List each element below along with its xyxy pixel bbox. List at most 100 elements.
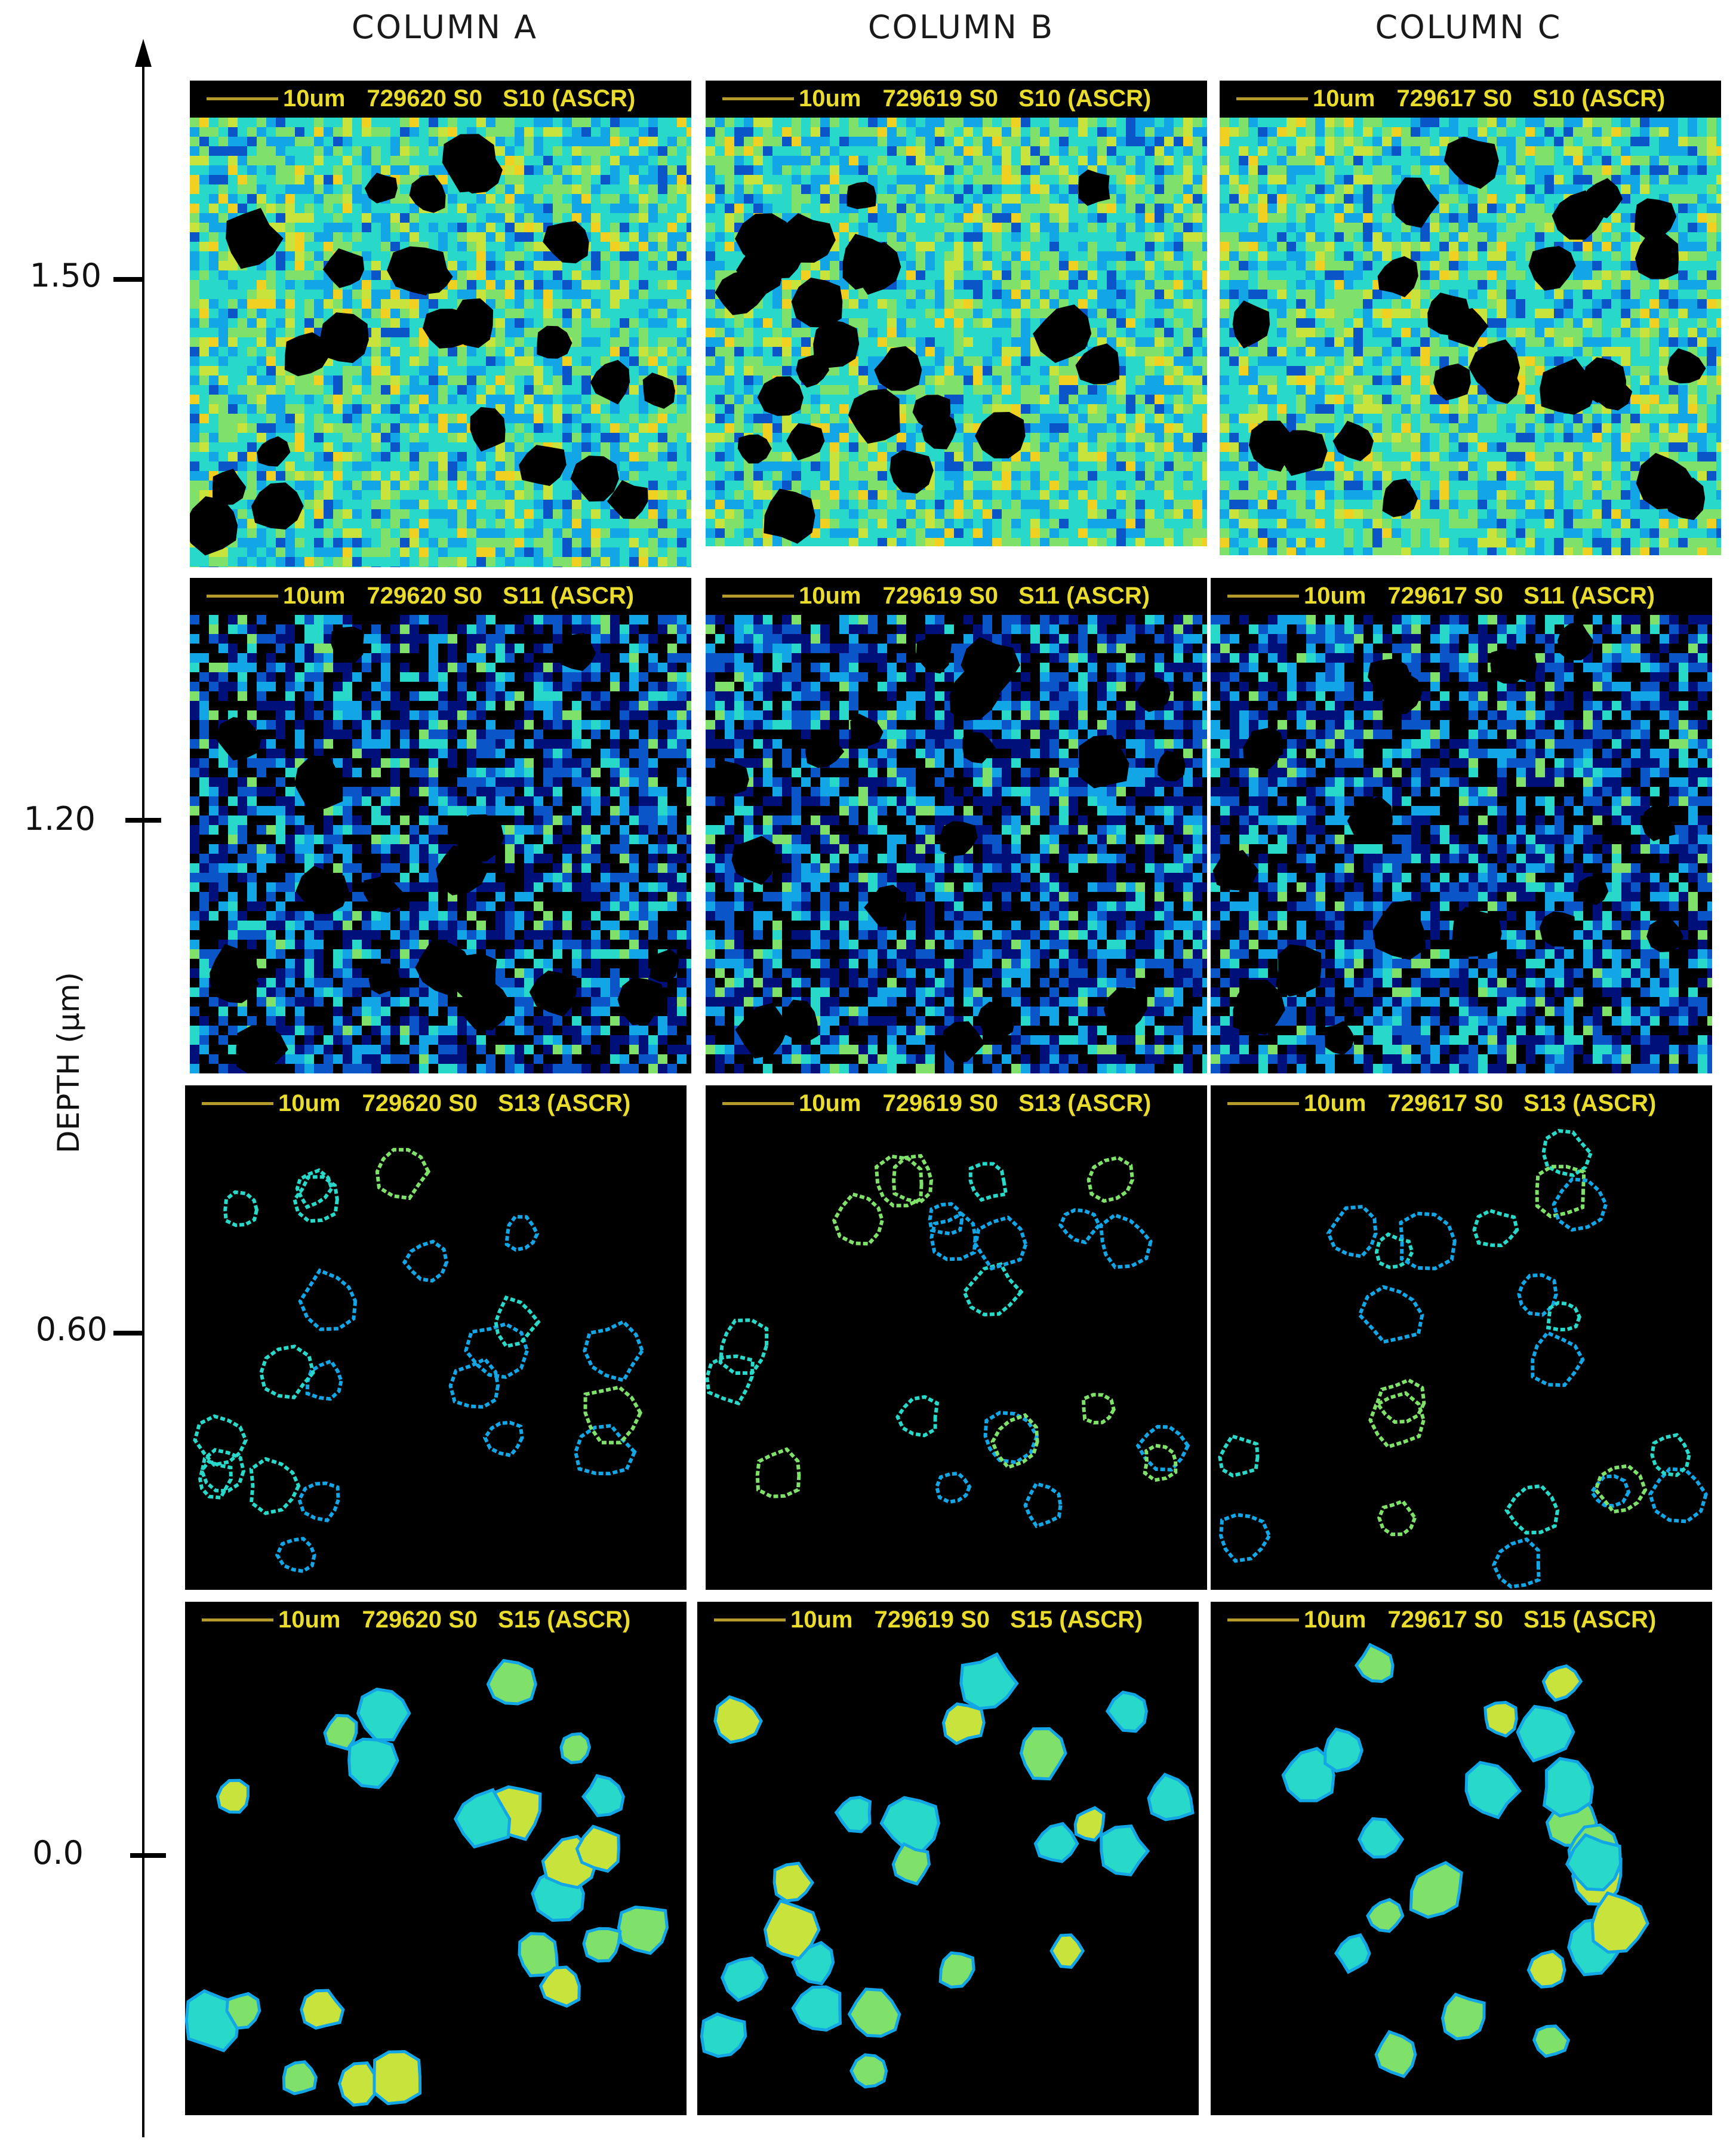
slice-label: S11 (ASCR) [1523, 582, 1655, 609]
panel-a-s10: 10um 729620 S0 S10 (ASCR) [190, 81, 691, 567]
panel-b-s13: 10um 729619 S0 S13 (ASCR) [706, 1085, 1207, 1590]
panel-b-s10: 10um 729619 S0 S10 (ASCR) [706, 81, 1207, 546]
scale-bar [722, 1101, 794, 1105]
micrograph-image [185, 1658, 669, 2107]
panel-header: 10um 729619 S0 S11 (ASCR) [706, 578, 1207, 614]
panel-b-s11: 10um 729619 S0 S11 (ASCR) [706, 578, 1207, 1073]
particle-layer [1232, 136, 1706, 521]
panel-header: 10um 729619 S0 S10 (ASCR) [706, 81, 1207, 116]
column-header-c: COLUMN C [1375, 8, 1562, 46]
sample-id: 729620 S0 [367, 582, 483, 609]
panel-header: 10um 729620 S0 S13 (ASCR) [185, 1085, 687, 1121]
panel-c-s10: 10um 729617 S0 S10 (ASCR) [1220, 81, 1721, 555]
depth-axis-arrowhead [135, 39, 152, 67]
particle-layer [1281, 1642, 1649, 2078]
micrograph-image [193, 1147, 645, 1573]
micrograph-image [190, 615, 691, 1073]
slice-label: S13 (ASCR) [498, 1090, 631, 1116]
particle-layer [209, 626, 679, 1073]
micrograph-image [1218, 1129, 1708, 1589]
panel-a-s11: 10um 729620 S0 S11 (ASCR) [190, 578, 691, 1073]
scale-bar [207, 97, 278, 100]
panel-b-s15: 10um 729619 S0 S15 (ASCR) [697, 1602, 1199, 2115]
sample-id: 729617 S0 [1396, 85, 1513, 112]
micrograph-image [1211, 615, 1712, 1073]
scale-label: 10um [790, 1606, 853, 1633]
scale-label: 10um [1313, 85, 1375, 112]
panel-header: 10um 729619 S0 S15 (ASCR) [697, 1602, 1199, 1638]
slice-label: S15 (ASCR) [1523, 1606, 1657, 1633]
particle-layer [700, 1652, 1195, 2089]
scale-label: 10um [799, 582, 861, 609]
slice-label: S15 (ASCR) [498, 1606, 631, 1633]
sample-id: 729617 S0 [1387, 1090, 1504, 1116]
depth-axis [113, 39, 166, 2137]
particle-layer [706, 1153, 1190, 1528]
sample-id: 729619 S0 [882, 85, 999, 112]
column-header-b: COLUMN B [867, 8, 1055, 46]
scale-bar [1227, 1618, 1299, 1621]
depth-tick-label-1-50: 1.50 [29, 257, 101, 294]
particle-layer [1218, 1129, 1708, 1589]
texture-layer [190, 615, 691, 1073]
depth-tick-label-1-20: 1.20 [23, 800, 96, 838]
particle-layer [190, 134, 675, 556]
slice-label: S11 (ASCR) [503, 582, 635, 609]
particle-layer [712, 637, 1186, 1063]
slice-label: S10 (ASCR) [503, 85, 636, 112]
panel-c-s15: 10um 729617 S0 S15 (ASCR) [1211, 1602, 1712, 2115]
particle-layer [193, 1147, 645, 1573]
scale-label: 10um [278, 1090, 341, 1116]
texture-layer [1211, 615, 1712, 1073]
panel-a-s13: 10um 729620 S0 S13 (ASCR) [185, 1085, 687, 1590]
panel-header: 10um 729617 S0 S15 (ASCR) [1211, 1602, 1712, 1638]
slice-label: S13 (ASCR) [1523, 1090, 1657, 1116]
column-header-a: COLUMN A [351, 8, 538, 46]
sample-id: 729620 S0 [362, 1090, 478, 1116]
sample-id: 729617 S0 [1387, 582, 1504, 609]
scale-label: 10um [799, 85, 861, 112]
panel-c-s11: 10um 729617 S0 S11 (ASCR) [1211, 578, 1712, 1073]
scale-label: 10um [283, 582, 346, 609]
scale-bar [1227, 594, 1299, 598]
scale-label: 10um [278, 1606, 341, 1633]
micrograph-image [700, 1652, 1195, 2089]
scale-bar [714, 1618, 786, 1621]
scale-bar [202, 1618, 273, 1621]
scale-label: 10um [1304, 1090, 1366, 1116]
scale-bar [722, 594, 794, 598]
scale-label: 10um [283, 85, 346, 112]
scale-bar [722, 97, 794, 100]
panel-c-s13: 10um 729617 S0 S13 (ASCR) [1211, 1085, 1712, 1590]
micrograph-image [1220, 118, 1721, 555]
panel-header: 10um 729619 S0 S13 (ASCR) [706, 1085, 1207, 1121]
sample-id: 729619 S0 [882, 582, 999, 609]
scale-label: 10um [799, 1090, 861, 1116]
sample-id: 729619 S0 [882, 1090, 999, 1116]
scale-bar [1227, 1101, 1299, 1105]
depth-tick-label-0-60: 0.60 [35, 1310, 107, 1348]
panel-header: 10um 729617 S0 S13 (ASCR) [1211, 1085, 1712, 1121]
scale-bar [202, 1101, 273, 1105]
depth-axis-title: DEPTH (μm) [51, 972, 86, 1153]
sample-id: 729620 S0 [362, 1606, 478, 1633]
micrograph-image [1281, 1642, 1649, 2078]
slice-label: S10 (ASCR) [1532, 85, 1666, 112]
panel-header: 10um 729620 S0 S11 (ASCR) [190, 578, 691, 614]
panel-header: 10um 729620 S0 S15 (ASCR) [185, 1602, 687, 1638]
panel-header: 10um 729617 S0 S11 (ASCR) [1211, 578, 1712, 614]
micrograph-image [706, 615, 1207, 1073]
panel-header: 10um 729620 S0 S10 (ASCR) [190, 81, 691, 116]
scale-label: 10um [1304, 1606, 1366, 1633]
slice-label: S13 (ASCR) [1018, 1090, 1152, 1116]
micrograph-image [190, 118, 691, 567]
scale-bar [1236, 97, 1308, 100]
slice-label: S15 (ASCR) [1010, 1606, 1143, 1633]
particle-layer [185, 1658, 669, 2107]
depth-tick-label-0-0: 0.0 [32, 1834, 84, 1872]
micrograph-image [706, 118, 1207, 546]
scale-label: 10um [1304, 582, 1366, 609]
slice-label: S10 (ASCR) [1018, 85, 1152, 112]
particle-layer [715, 169, 1119, 544]
panel-header: 10um 729617 S0 S10 (ASCR) [1220, 81, 1721, 116]
